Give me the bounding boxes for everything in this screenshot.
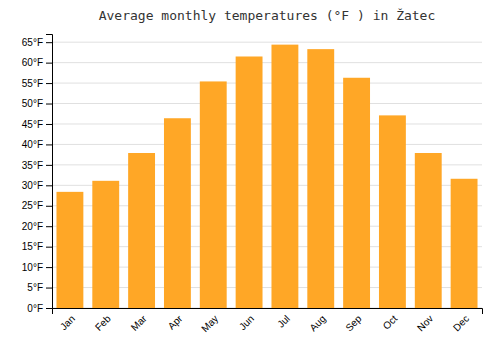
bar [379, 115, 406, 308]
y-tick: 65°F [22, 37, 52, 48]
x-tick: Aug [307, 313, 327, 333]
bar [451, 179, 478, 308]
x-tick-label: Feb [93, 313, 113, 333]
y-tick-mark [46, 42, 52, 43]
y-tick-mark [46, 144, 52, 145]
y-tick-label: 10°F [22, 262, 43, 273]
y-tick: 5°F [27, 282, 52, 293]
y-tick: 35°F [22, 160, 52, 171]
bar [200, 81, 227, 308]
grid-line [52, 62, 482, 63]
x-tick: Feb [93, 313, 113, 333]
x-tick: Oct [381, 313, 400, 332]
y-tick-mark [46, 247, 52, 248]
y-tick-mark [46, 185, 52, 186]
y-tick-mark [46, 267, 52, 268]
grid-line [52, 103, 482, 104]
y-tick: 0°F [27, 303, 52, 314]
x-tick: Jan [58, 313, 77, 332]
y-tick: 50°F [22, 98, 52, 109]
chart-container: 0°F 5°F 10°F 15°F 20°F 25°F 30°F 35°F 40°F 45°F 50… [0, 0, 500, 350]
y-tick-label: 40°F [22, 139, 43, 150]
y-tick: 25°F [22, 200, 52, 211]
y-tick: 60°F [22, 57, 52, 68]
y-tick: 55°F [22, 78, 52, 89]
x-tick-label: Mar [129, 312, 149, 332]
chart-svg: 0°F 5°F 10°F 15°F 20°F 25°F 30°F 35°F 40°F 45°F 50… [0, 0, 500, 350]
y-tick-mark [46, 165, 52, 166]
y-tick-label: 35°F [22, 160, 43, 171]
x-tick: Dec [451, 313, 471, 333]
grid-line [52, 123, 482, 124]
x-tick-label: Jul [275, 313, 292, 330]
y-tick-mark [46, 83, 52, 84]
bar [92, 181, 119, 308]
x-tick: Mar [129, 312, 149, 332]
y-tick: 20°F [22, 221, 52, 232]
y-tick-mark [46, 288, 52, 289]
x-tick: Sep [343, 313, 364, 334]
x-tick-label: Aug [307, 313, 327, 333]
bar [343, 78, 370, 308]
x-tick-label: Jun [237, 313, 256, 332]
y-tick-label: 50°F [22, 98, 43, 109]
y-tick-label: 20°F [22, 221, 43, 232]
y-tick-mark [46, 206, 52, 207]
y-axis-line [46, 35, 53, 309]
x-tick: Jul [275, 313, 292, 330]
y-tick: 45°F [22, 119, 52, 130]
y-tick-label: 65°F [22, 37, 43, 48]
bar [164, 118, 191, 308]
bar [307, 49, 334, 308]
y-tick: 30°F [22, 180, 52, 191]
x-tick-label: Apr [166, 312, 185, 331]
x-tick: Nov [415, 313, 435, 333]
y-tick-mark [46, 63, 52, 64]
plot-area: 0°F 5°F 10°F 15°F 20°F 25°F 30°F 35°F 40°F 45°F 50… [22, 35, 483, 335]
grid-line [52, 42, 482, 43]
bar [128, 153, 155, 308]
grid [52, 42, 482, 308]
x-tick-label: Jan [58, 313, 77, 332]
y-tick-label: 5°F [27, 282, 43, 293]
grid-line [52, 144, 482, 145]
y-tick-mark [46, 124, 52, 125]
y-tick-mark [46, 308, 52, 309]
x-axis: Jan Feb Mar Apr May Jun Jul Aug Sep Oct Nov Dec [53, 309, 483, 335]
y-tick-label: 25°F [22, 200, 43, 211]
x-tick: May [199, 313, 220, 334]
y-tick-label: 45°F [22, 119, 43, 130]
bar [415, 153, 442, 308]
y-tick-label: 0°F [27, 303, 43, 314]
bars [56, 45, 477, 308]
y-tick-label: 30°F [22, 180, 43, 191]
y-tick: 10°F [22, 262, 52, 273]
x-tick-label: Oct [381, 313, 400, 332]
bar [56, 192, 83, 308]
y-tick: 40°F [22, 139, 52, 150]
y-tick-label: 15°F [22, 241, 43, 252]
y-tick-mark [46, 226, 52, 227]
x-tick-label: May [199, 313, 220, 334]
bar [271, 45, 298, 308]
y-tick-label: 55°F [22, 78, 43, 89]
y-tick: 15°F [22, 241, 52, 252]
title: Average monthly temperatures (°F ) in Ža… [99, 8, 436, 23]
x-tick-label: Nov [415, 313, 435, 333]
grid-line [52, 83, 482, 84]
x-tick-label: Dec [451, 313, 471, 333]
x-tick: Jun [237, 313, 256, 332]
x-axis-line [53, 309, 483, 315]
x-tick: Apr [166, 312, 185, 331]
y-tick-mark [46, 104, 52, 105]
bar [236, 56, 263, 308]
y-tick-label: 60°F [22, 57, 43, 68]
y-axis: 0°F 5°F 10°F 15°F 20°F 25°F 30°F 35°F 40°F 45°F 50… [22, 35, 53, 314]
x-tick-label: Sep [343, 313, 364, 334]
